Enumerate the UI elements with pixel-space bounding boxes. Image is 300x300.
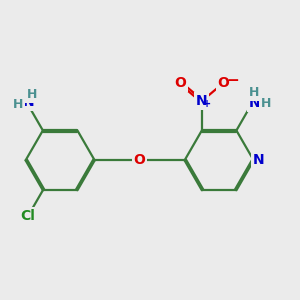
Text: H: H <box>249 86 260 99</box>
Text: H: H <box>13 98 24 111</box>
Text: O: O <box>174 76 186 90</box>
Text: −: − <box>227 73 240 88</box>
Text: N: N <box>253 153 265 167</box>
Text: +: + <box>203 99 211 109</box>
Text: H: H <box>26 88 37 101</box>
Text: O: O <box>134 153 146 167</box>
Text: H: H <box>260 97 271 110</box>
Text: N: N <box>22 95 34 109</box>
Text: Cl: Cl <box>21 209 36 223</box>
Text: N: N <box>196 94 208 108</box>
Text: N: N <box>249 96 260 110</box>
Text: O: O <box>218 76 230 90</box>
